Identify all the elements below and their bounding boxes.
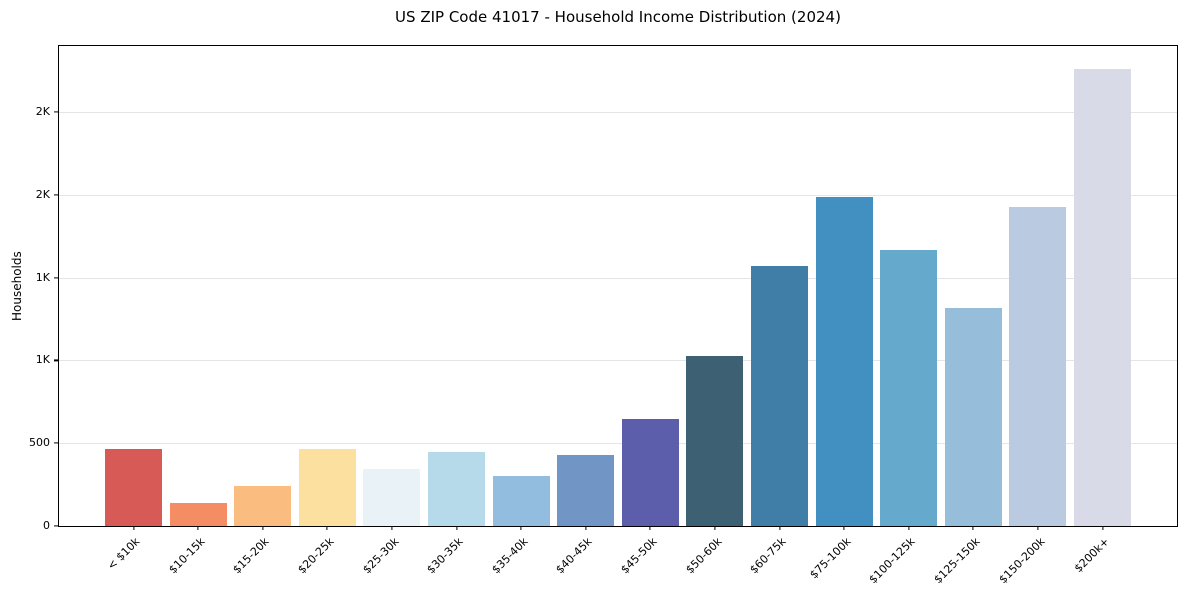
x-tick-label: $50-60k [682, 535, 725, 577]
bar-8 [557, 454, 615, 526]
y-tick-label: 0 [43, 519, 50, 533]
bar-14 [944, 307, 1002, 526]
x-tick-mark [391, 526, 393, 530]
y-tick-label: 2K [35, 105, 50, 119]
y-axis-label: Households [10, 251, 24, 321]
x-tick-mark [908, 526, 910, 530]
y-tick-mark [54, 277, 58, 279]
x-tick-mark [1101, 526, 1104, 530]
y-tick-label: 500 [29, 436, 50, 450]
bar-11 [751, 266, 808, 526]
x-tick-mark [714, 526, 716, 530]
plot-area: 0 500 1K 1K 2K 2K < $10k $10-15k $15-20k $20-25k $… [29, 45, 1178, 586]
bar-3 [234, 486, 292, 526]
x-tick-label: $150-200k [995, 535, 1048, 587]
x-tick-label: $30-35k [424, 535, 466, 577]
gridline [59, 360, 1177, 362]
x-tick-label: $125-150k [931, 535, 983, 587]
x-tick-mark [326, 526, 328, 530]
bar-4 [298, 449, 356, 526]
chart-title: US ZIP Code 41017 - Household Income Dis… [395, 8, 841, 26]
y-tick-mark [54, 442, 58, 444]
gridline [59, 443, 1177, 445]
x-tick-mark [262, 526, 264, 530]
x-tick-mark [972, 526, 974, 530]
x-tick-label: $200k+ [1071, 535, 1112, 576]
x-tick-mark [843, 526, 845, 530]
x-tick-label: $15-20k [230, 535, 272, 577]
y-tick-mark [54, 111, 58, 113]
x-tick-label: $40-45k [553, 535, 595, 577]
x-tick-label: $60-75k [747, 535, 789, 577]
bar-15 [1009, 206, 1067, 526]
x-tick-label: < $10k [105, 535, 143, 573]
x-tick-label: $100-125k [866, 535, 918, 587]
bar-5 [363, 468, 421, 526]
x-tick-label: $25-30k [359, 535, 402, 577]
x-tick-mark [649, 526, 651, 530]
y-tick-mark [54, 359, 58, 362]
x-tick-label: $20-25k [295, 535, 337, 577]
x-tick-label: $10-15k [166, 535, 208, 577]
bar-9 [621, 419, 679, 526]
x-tick-mark [1037, 526, 1039, 530]
bar-7 [492, 476, 550, 526]
y-tick-mark [54, 194, 58, 196]
x-tick-label: $35-40k [489, 535, 531, 577]
x-tick-mark [585, 526, 587, 530]
x-tick-label: $75-100k [807, 535, 854, 582]
x-tick-mark [455, 526, 458, 530]
x-tick-mark [778, 526, 781, 530]
gridline [59, 112, 1177, 114]
gridline [59, 277, 1177, 279]
y-tick-label: 1K [35, 270, 50, 284]
y-tick-label: 1K [35, 353, 50, 367]
x-tick-mark [132, 526, 135, 530]
y-tick-label: 2K [35, 188, 50, 202]
bar-1 [105, 449, 162, 526]
x-tick-label: $45-50k [618, 535, 660, 577]
x-tick-mark [197, 526, 199, 530]
x-tick-mark [520, 526, 522, 530]
gridline [59, 194, 1177, 196]
y-tick-mark [54, 525, 58, 527]
bar-12 [815, 196, 873, 526]
bar-6 [428, 452, 485, 526]
bar-13 [880, 249, 938, 526]
bar-16 [1074, 69, 1131, 526]
bar-10 [686, 356, 744, 526]
bar-2 [169, 502, 227, 526]
